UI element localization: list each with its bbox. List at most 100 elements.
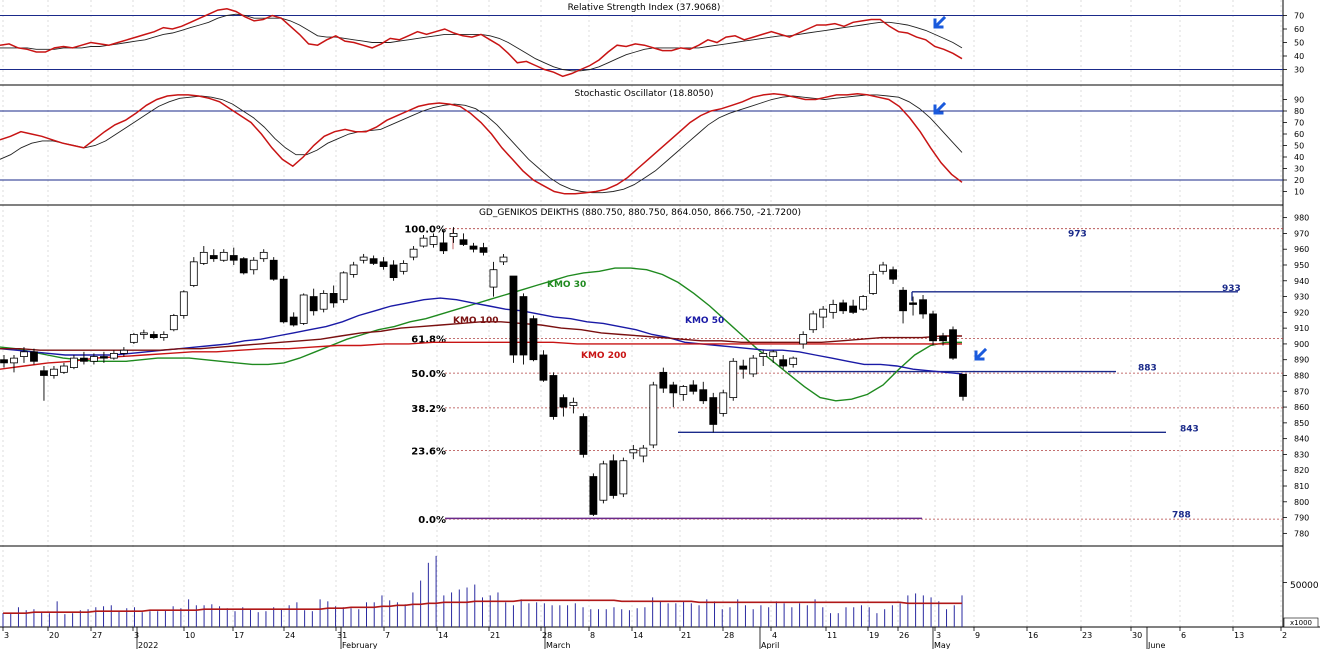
candle-body (469, 245, 478, 250)
candle-body (829, 304, 838, 313)
y-tick-label: 50 (1294, 39, 1304, 48)
candle-body (70, 357, 78, 369)
volume-unit-label: x1000 (1290, 619, 1312, 627)
candle-body (509, 275, 518, 356)
fibonacci-label: 23.6% (411, 446, 446, 457)
candle-body (819, 308, 828, 318)
price-level-label: 933 (1222, 284, 1241, 294)
candle-body (649, 384, 658, 446)
y-tick-label: 950 (1294, 261, 1309, 270)
candle-body (529, 318, 538, 361)
y-tick-label: 780 (1294, 529, 1309, 538)
candle-body (319, 293, 328, 310)
candle-body (929, 313, 937, 342)
volume-panel: 50000 x1000 (2, 555, 1319, 628)
y-tick-label: 810 (1294, 482, 1309, 491)
x-tick-label: 28 (542, 631, 552, 640)
x-tick-label: 17 (234, 631, 244, 640)
candle-body (949, 329, 957, 359)
y-tick-label: 800 (1294, 498, 1309, 507)
y-tick-label: 920 (1294, 308, 1309, 317)
candle-body (569, 401, 578, 406)
y-tick-label: 970 (1294, 229, 1309, 238)
y-tick-label: 50 (1294, 142, 1304, 151)
month-label: March (546, 641, 570, 649)
fibonacci-label: 0.0% (418, 515, 446, 526)
candle-body (349, 264, 358, 275)
x-tick-label: 2 (1282, 631, 1287, 640)
y-tick-label: 890 (1294, 356, 1309, 365)
candle-body (619, 460, 628, 495)
candle-body (669, 384, 678, 394)
candle-body (519, 296, 528, 356)
candle-body (729, 360, 738, 399)
month-label: May (934, 641, 951, 649)
volume-average-line (3, 599, 962, 615)
candle-body (699, 389, 708, 402)
candle-body (899, 289, 907, 312)
candle-body (869, 274, 877, 294)
candle-body (809, 313, 818, 331)
stochastic-title: Stochastic Oscillator (18.8050) (574, 89, 713, 99)
candle-body (60, 365, 68, 373)
fibonacci-label: 50.0% (411, 369, 446, 380)
x-tick-label: 9 (975, 631, 980, 640)
candle-body (859, 296, 868, 310)
candle-body (589, 476, 598, 515)
candle-body (169, 315, 178, 331)
x-tick-label: 27 (92, 631, 102, 640)
y-tick-label: 870 (1294, 387, 1309, 396)
x-tick-label: 10 (185, 631, 195, 640)
candle-body (199, 251, 208, 264)
x-tick-label: 3 (4, 631, 9, 640)
signal-arrow-icon (933, 101, 947, 115)
candle-body (359, 256, 368, 261)
y-tick-label: 70 (1294, 119, 1304, 128)
x-tick-label: 16 (1028, 631, 1038, 640)
price-level-label: 883 (1138, 364, 1157, 374)
candle-body (599, 463, 608, 501)
candle-body (30, 351, 38, 362)
y-tick-label: 940 (1294, 277, 1309, 286)
month-label: 2022 (138, 641, 158, 649)
y-tick-label: 40 (1294, 52, 1304, 61)
arrow-layer (933, 15, 988, 361)
candle-body (939, 335, 947, 342)
candle-body (679, 386, 688, 395)
y-tick-label: 60 (1294, 130, 1304, 139)
x-tick-label: 20 (49, 631, 59, 640)
moving-average-line (0, 267, 962, 402)
price-level-label: 973 (1068, 230, 1087, 240)
y-tick-label: 60 (1294, 25, 1304, 34)
candle-body (99, 356, 108, 359)
candle-body (149, 334, 158, 339)
candle-body (229, 255, 238, 261)
candle-body (409, 248, 418, 258)
candle-body (709, 397, 718, 425)
x-tick-label: 4 (772, 631, 777, 640)
candle-body (239, 258, 248, 274)
candle-body (789, 357, 798, 365)
candle-body (129, 334, 138, 343)
candle-body (559, 397, 568, 408)
y-tick-label: 820 (1294, 466, 1309, 475)
candle-body (879, 264, 887, 272)
candle-body (369, 258, 378, 264)
candle-body (219, 251, 228, 261)
candle-body (80, 357, 88, 362)
y-tick-label: 900 (1294, 340, 1309, 349)
candle-body (389, 264, 398, 279)
y-tick-label: 20 (1294, 176, 1304, 185)
y-tick-label: 910 (1294, 324, 1309, 333)
y-tick-label: 960 (1294, 245, 1309, 254)
y-tick-label: 850 (1294, 419, 1309, 428)
candle-body (659, 371, 668, 389)
candle-body (539, 354, 548, 381)
candle-body (50, 368, 58, 376)
x-tick-label: 6 (1181, 631, 1186, 640)
x-tick-label: 7 (385, 631, 390, 640)
x-tick-label: 3 (134, 631, 139, 640)
y-tick-label: 80 (1294, 107, 1304, 116)
candle-body (189, 261, 198, 286)
